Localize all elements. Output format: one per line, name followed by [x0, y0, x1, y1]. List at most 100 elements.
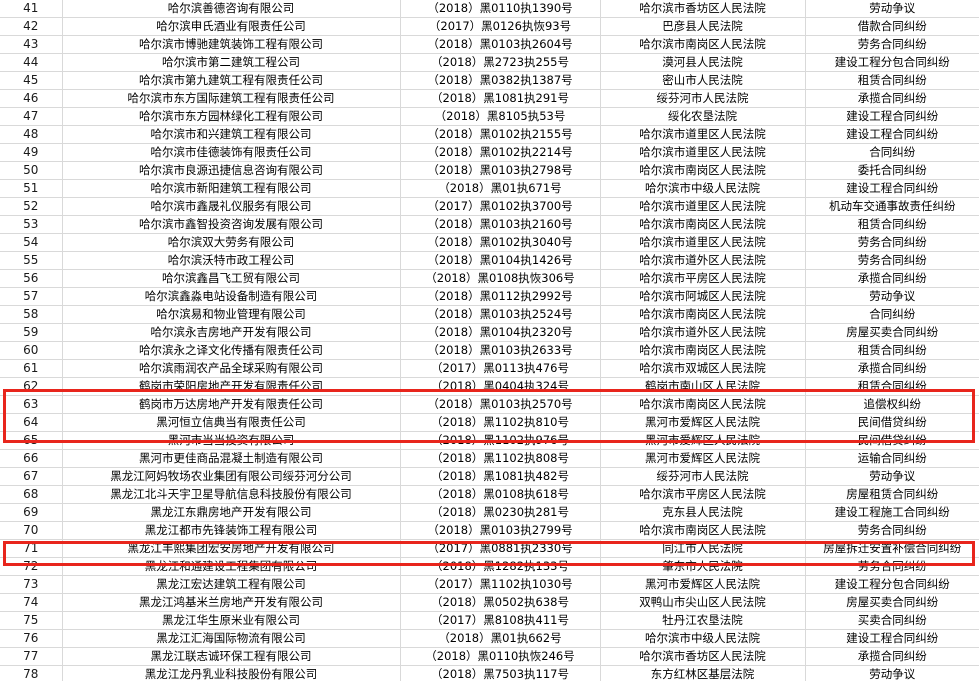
case-number-cell[interactable]: （2017）黑1102执1030号 — [400, 575, 601, 594]
court-name-cell[interactable]: 黑河市爱辉区人民法院 — [600, 413, 806, 432]
case-number-cell[interactable]: （2018）黑0104执1426号 — [400, 251, 601, 270]
case-type-cell[interactable]: 运输合同纠纷 — [805, 449, 979, 468]
court-name-cell[interactable]: 绥芬河市人民法院 — [600, 467, 806, 486]
row-index-cell[interactable]: 63 — [0, 395, 63, 414]
enterprise-name-cell[interactable]: 黑龙江宏达建筑工程有限公司 — [62, 575, 401, 594]
enterprise-name-cell[interactable]: 黑龙江鸿基米兰房地产开发有限公司 — [62, 593, 401, 612]
case-type-cell[interactable]: 建设工程合同纠纷 — [805, 107, 979, 126]
case-number-cell[interactable]: （2018）黑0404执324号 — [400, 377, 601, 396]
table-row[interactable]: 47 哈尔滨市东方园林绿化工程有限公司 （2018）黑8105执53号 绥化农垦法院建… — [0, 107, 979, 126]
case-number-cell[interactable]: （2018）黑0103执2798号 — [400, 161, 601, 180]
court-name-cell[interactable]: 黑河市爱辉区人民法院 — [600, 449, 806, 468]
case-type-cell[interactable]: 房屋租赁合同纠纷 — [805, 485, 979, 504]
enterprise-name-cell[interactable]: 哈尔滨市东方国际建筑工程有限责任公司 — [62, 89, 401, 108]
enterprise-name-cell[interactable]: 哈尔滨沃特市政工程公司 — [62, 251, 401, 270]
court-name-cell[interactable]: 哈尔滨市香坊区人民法院 — [600, 0, 806, 18]
enterprise-name-cell[interactable]: 黑龙江东鼎房地产开发有限公司 — [62, 503, 401, 522]
table-row[interactable]: 77 黑龙江联志诚环保工程有限公司 （2018）黑0110执恢246号 哈尔滨市香坊区… — [0, 647, 979, 666]
row-index-cell[interactable]: 58 — [0, 305, 63, 324]
enterprise-name-cell[interactable]: 哈尔滨市东方园林绿化工程有限公司 — [62, 107, 401, 126]
row-index-cell[interactable]: 59 — [0, 323, 63, 342]
enterprise-name-cell[interactable]: 黑龙江阿妈牧场农业集团有限公司绥芬河分公司 — [62, 467, 401, 486]
case-type-cell[interactable]: 劳务合同纠纷 — [805, 557, 979, 576]
case-number-cell[interactable]: （2018）黑0104执2320号 — [400, 323, 601, 342]
case-number-cell[interactable]: （2018）黑0103执2524号 — [400, 305, 601, 324]
court-name-cell[interactable]: 哈尔滨市南岗区人民法院 — [600, 521, 806, 540]
table-row[interactable]: 78 黑龙江龙丹乳业科技股份有限公司 （2018）黑7503执117号 东方红林区基层… — [0, 665, 979, 681]
court-name-cell[interactable]: 哈尔滨市道里区人民法院 — [600, 143, 806, 162]
table-row[interactable]: 42 哈尔滨申氏酒业有限责任公司 （2017）黑0126执恢93号 巴彦县人民法院 借款… — [0, 17, 979, 36]
table-row[interactable]: 52 哈尔滨市鑫晟礼仪服务有限公司 （2017）黑0102执3700号 哈尔滨市道里区… — [0, 197, 979, 216]
enterprise-name-cell[interactable]: 哈尔滨永吉房地产开发有限公司 — [62, 323, 401, 342]
case-number-cell[interactable]: （2018）黑0102执2214号 — [400, 143, 601, 162]
row-index-cell[interactable]: 77 — [0, 647, 63, 666]
enterprise-name-cell[interactable]: 哈尔滨雨润农产品全球采购有限公司 — [62, 359, 401, 378]
row-index-cell[interactable]: 68 — [0, 485, 63, 504]
row-index-cell[interactable]: 51 — [0, 179, 63, 198]
case-number-cell[interactable]: （2018）黑0110执1390号 — [400, 0, 601, 18]
table-row[interactable]: 59 哈尔滨永吉房地产开发有限公司 （2018）黑0104执2320号 哈尔滨市道外区… — [0, 323, 979, 342]
court-name-cell[interactable]: 哈尔滨市道外区人民法院 — [600, 323, 806, 342]
row-index-cell[interactable]: 75 — [0, 611, 63, 630]
row-index-cell[interactable]: 57 — [0, 287, 63, 306]
enterprise-name-cell[interactable]: 哈尔滨永之译文化传播有限责任公司 — [62, 341, 401, 360]
table-row[interactable]: 51 哈尔滨市新阳建筑工程有限公司 （2018）黑01执671号 哈尔滨市中级人民法院… — [0, 179, 979, 198]
case-number-cell[interactable]: （2017）黑8108执411号 — [400, 611, 601, 630]
case-type-cell[interactable]: 民间借贷纠纷 — [805, 431, 979, 450]
row-index-cell[interactable]: 52 — [0, 197, 63, 216]
enterprise-name-cell[interactable]: 黑龙江龙丹乳业科技股份有限公司 — [62, 665, 401, 681]
enterprise-name-cell[interactable]: 黑龙江和通建设工程集团有限公司 — [62, 557, 401, 576]
case-number-cell[interactable]: （2018）黑2723执255号 — [400, 53, 601, 72]
row-index-cell[interactable]: 47 — [0, 107, 63, 126]
table-row[interactable]: 68 黑龙江北斗天宇卫星导航信息科技股份有限公司 （2018）黑0108执618号哈… — [0, 485, 979, 504]
enterprise-name-cell[interactable]: 哈尔滨易和物业管理有限公司 — [62, 305, 401, 324]
table-row[interactable]: 48 哈尔滨市和兴建筑工程有限公司 （2018）黑0102执2155号 哈尔滨市道里区… — [0, 125, 979, 144]
enterprise-name-cell[interactable]: 黑龙江丰熙集团宏安房地产开发有限公司 — [62, 539, 401, 558]
case-number-cell[interactable]: （2018）黑0103执2160号 — [400, 215, 601, 234]
court-name-cell[interactable]: 肇东市人民法院 — [600, 557, 806, 576]
row-index-cell[interactable]: 46 — [0, 89, 63, 108]
table-row[interactable]: 69 黑龙江东鼎房地产开发有限公司 （2018）黑0230执281号 克东县人民法院建… — [0, 503, 979, 522]
enterprise-name-cell[interactable]: 黑河市当当投资有限公司 — [62, 431, 401, 450]
court-name-cell[interactable]: 哈尔滨市中级人民法院 — [600, 179, 806, 198]
case-number-cell[interactable]: （2017）黑0126执恢93号 — [400, 17, 601, 36]
table-row[interactable]: 72 黑龙江和通建设工程集团有限公司 （2018）黑1282执133号 肇东市人民法院… — [0, 557, 979, 576]
row-index-cell[interactable]: 56 — [0, 269, 63, 288]
case-number-cell[interactable]: （2018）黑0108执618号 — [400, 485, 601, 504]
court-name-cell[interactable]: 东方红林区基层法院 — [600, 665, 806, 681]
case-number-cell[interactable]: （2018）黑0108执恢306号 — [400, 269, 601, 288]
table-row[interactable]: 60 哈尔滨永之译文化传播有限责任公司 （2018）黑0103执2633号 哈尔滨市南… — [0, 341, 979, 360]
case-type-cell[interactable]: 借款合同纠纷 — [805, 17, 979, 36]
case-number-cell[interactable]: （2018）黑8105执53号 — [400, 107, 601, 126]
case-number-cell[interactable]: （2018）黑0102执2155号 — [400, 125, 601, 144]
table-row[interactable]: 54 哈尔滨双大劳务有限公司 （2018）黑0102执3040号 哈尔滨市道里区人民法… — [0, 233, 979, 252]
case-number-cell[interactable]: （2018）黑0230执281号 — [400, 503, 601, 522]
table-row[interactable]: 74 黑龙江鸿基米兰房地产开发有限公司 （2018）黑0502执638号 双鸭山市尖山… — [0, 593, 979, 612]
case-number-cell[interactable]: （2018）黑0103执2604号 — [400, 35, 601, 54]
table-row[interactable]: 66 黑河市更佳商品混凝土制造有限公司 （2018）黑1102执808号 黑河市爱辉区… — [0, 449, 979, 468]
case-number-cell[interactable]: （2018）黑1081执291号 — [400, 89, 601, 108]
row-index-cell[interactable]: 64 — [0, 413, 63, 432]
court-name-cell[interactable]: 哈尔滨市双城区人民法院 — [600, 359, 806, 378]
case-number-cell[interactable]: （2017）黑0881执2330号 — [400, 539, 601, 558]
case-number-cell[interactable]: （2017）黑0113执476号 — [400, 359, 601, 378]
row-index-cell[interactable]: 69 — [0, 503, 63, 522]
table-row[interactable]: 76 黑龙江汇海国际物流有限公司 （2018）黑01执662号 哈尔滨市中级人民法院建… — [0, 629, 979, 648]
case-type-cell[interactable]: 建设工程分包合同纠纷 — [805, 53, 979, 72]
court-name-cell[interactable]: 绥芬河市人民法院 — [600, 89, 806, 108]
case-type-cell[interactable]: 合同纠纷 — [805, 143, 979, 162]
case-number-cell[interactable]: （2018）黑0502执638号 — [400, 593, 601, 612]
case-number-cell[interactable]: （2018）黑0102执3040号 — [400, 233, 601, 252]
table-row[interactable]: 43 哈尔滨市博驰建筑装饰工程有限公司 （2018）黑0103执2604号 哈尔滨市南… — [0, 35, 979, 54]
case-type-cell[interactable]: 建设工程分包合同纠纷 — [805, 575, 979, 594]
case-number-cell[interactable]: （2018）黑7503执117号 — [400, 665, 601, 681]
court-name-cell[interactable]: 哈尔滨市道里区人民法院 — [600, 233, 806, 252]
table-row[interactable]: 73 黑龙江宏达建筑工程有限公司 （2017）黑1102执1030号 黑河市爱辉区人民… — [0, 575, 979, 594]
case-type-cell[interactable]: 劳动争议 — [805, 287, 979, 306]
case-type-cell[interactable]: 建设工程合同纠纷 — [805, 179, 979, 198]
row-index-cell[interactable]: 67 — [0, 467, 63, 486]
table-row[interactable]: 62 鹤岗市荣阳房地产开发有限责任公司 （2018）黑0404执324号 鹤岗市南山区… — [0, 377, 979, 396]
case-type-cell[interactable]: 合同纠纷 — [805, 305, 979, 324]
case-type-cell[interactable]: 承揽合同纠纷 — [805, 269, 979, 288]
enterprise-name-cell[interactable]: 哈尔滨鑫淼电站设备制造有限公司 — [62, 287, 401, 306]
